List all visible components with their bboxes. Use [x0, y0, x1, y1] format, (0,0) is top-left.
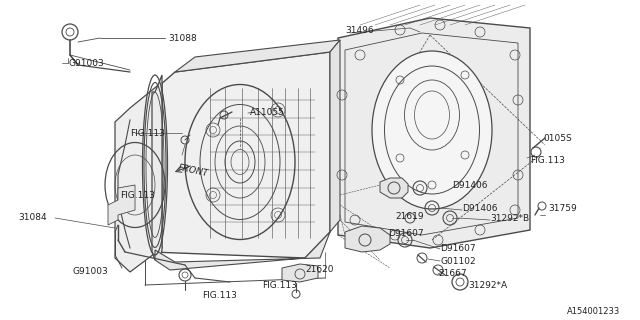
Text: 31292*B: 31292*B: [490, 213, 529, 222]
Text: 31084: 31084: [18, 212, 47, 221]
Text: FIG.113: FIG.113: [130, 129, 165, 138]
Text: 31759: 31759: [548, 204, 577, 212]
Text: 31088: 31088: [168, 34, 196, 43]
Text: D91406: D91406: [452, 180, 488, 189]
Text: G91003: G91003: [68, 59, 104, 68]
Text: FIG.113: FIG.113: [202, 292, 237, 300]
Text: A11055: A11055: [250, 108, 285, 116]
Text: FIG.113: FIG.113: [530, 156, 565, 164]
Text: 21619: 21619: [395, 212, 424, 220]
Text: 31496: 31496: [345, 26, 374, 35]
Text: 31292*A: 31292*A: [468, 281, 507, 290]
Text: D91607: D91607: [440, 244, 476, 252]
Polygon shape: [175, 40, 340, 72]
Polygon shape: [108, 185, 135, 225]
Text: D91607: D91607: [388, 228, 424, 237]
Polygon shape: [330, 40, 340, 232]
Polygon shape: [152, 75, 162, 260]
Text: FIG.113: FIG.113: [262, 281, 297, 290]
Text: D91406: D91406: [462, 204, 497, 212]
Text: FIG.113: FIG.113: [120, 190, 155, 199]
Text: 21667: 21667: [438, 268, 467, 277]
Text: FRONT: FRONT: [177, 164, 209, 179]
Polygon shape: [338, 18, 530, 248]
Text: G91003: G91003: [72, 267, 108, 276]
Polygon shape: [380, 178, 408, 198]
Text: A154001233: A154001233: [567, 308, 620, 316]
Polygon shape: [152, 52, 330, 258]
Text: 0105S: 0105S: [543, 133, 572, 142]
Polygon shape: [115, 82, 162, 272]
Text: 21620: 21620: [305, 266, 333, 275]
Ellipse shape: [372, 51, 492, 209]
Polygon shape: [155, 232, 330, 270]
Polygon shape: [282, 264, 318, 282]
Polygon shape: [345, 226, 390, 252]
Text: G01102: G01102: [440, 257, 476, 266]
